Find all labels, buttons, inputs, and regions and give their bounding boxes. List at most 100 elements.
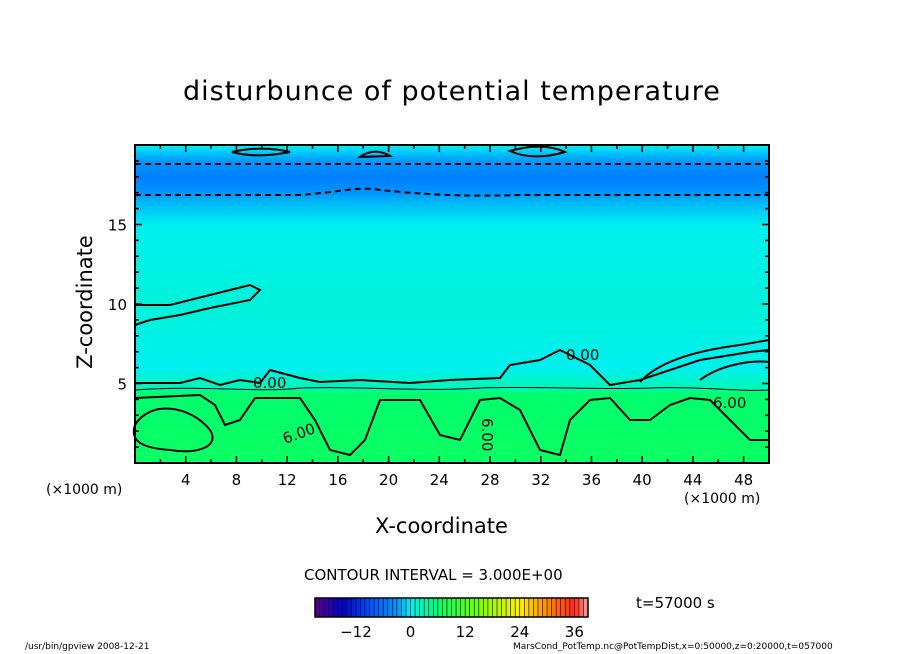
field-band xyxy=(135,308,769,311)
field-band xyxy=(135,324,769,327)
contour-neg3-line xyxy=(135,187,769,197)
colorbar-swatch xyxy=(337,598,343,617)
field-band xyxy=(135,249,769,253)
colorbar-swatch xyxy=(533,598,538,617)
x-tick-label: 44 xyxy=(683,471,702,489)
colorbar-tick-label: 36 xyxy=(565,623,584,641)
field-band xyxy=(135,448,769,451)
field-band xyxy=(135,400,769,404)
field-band xyxy=(135,229,769,232)
y-units-label: (×1000 m) xyxy=(46,482,123,498)
colorbar-swatch xyxy=(401,598,406,617)
contour-0-line xyxy=(639,339,770,383)
field-band xyxy=(135,429,769,432)
colorbar-swatch xyxy=(551,598,557,617)
field-band xyxy=(135,315,769,318)
footer-right: MarsCond_PotTemp.nc@PotTempDist,x=0:5000… xyxy=(513,642,833,652)
field-band xyxy=(135,186,769,189)
field-band xyxy=(135,148,769,151)
colorbar-swatch xyxy=(315,598,320,617)
contour-3-line xyxy=(134,386,770,391)
field-band xyxy=(135,453,769,456)
field-band xyxy=(135,179,769,183)
field-band xyxy=(135,235,769,238)
field-band xyxy=(135,164,769,167)
colorbar-swatch xyxy=(565,598,570,617)
colorbar-swatch xyxy=(360,598,366,617)
field-band xyxy=(135,157,769,160)
colorbar-swatch xyxy=(406,598,411,617)
field-band xyxy=(135,373,769,377)
field-band xyxy=(135,291,769,294)
colorbar-swatch xyxy=(456,598,461,617)
field-band xyxy=(135,383,769,386)
field-band xyxy=(135,281,769,284)
field-band xyxy=(135,345,769,348)
field-band xyxy=(135,248,769,251)
field-band xyxy=(135,227,769,230)
field-band xyxy=(135,300,769,304)
colorbar-tick-label: 12 xyxy=(456,623,475,641)
field-band xyxy=(135,442,769,445)
field-band xyxy=(135,381,769,385)
field-band xyxy=(135,286,769,289)
field-band xyxy=(135,232,769,235)
colorbar-swatch xyxy=(442,598,447,617)
field-band xyxy=(135,421,769,424)
field-band xyxy=(135,323,769,326)
field-band xyxy=(135,214,769,218)
field-band xyxy=(135,267,769,270)
y-tick-label: 5 xyxy=(117,376,127,394)
colorbar-frame xyxy=(314,597,589,618)
contour-0-line xyxy=(231,145,568,159)
field-band xyxy=(135,305,769,308)
field-band xyxy=(135,226,769,229)
x-tick-label: 20 xyxy=(379,471,398,489)
field-band xyxy=(135,428,769,431)
field-band xyxy=(135,439,769,442)
field-band xyxy=(135,431,769,434)
field-band xyxy=(135,283,769,286)
x-units-label: (×1000 m) xyxy=(684,491,761,507)
colorbar-swatch xyxy=(387,598,393,617)
colorbar-swatch xyxy=(465,598,470,617)
field-band xyxy=(135,432,769,435)
colorbar-swatch xyxy=(374,598,379,617)
field-band xyxy=(135,145,769,148)
colorbar-swatch xyxy=(433,598,438,617)
contour-interval-label: CONTOUR INTERVAL = 3.000E+00 xyxy=(304,566,563,584)
contour-0-line xyxy=(134,283,262,326)
field-band xyxy=(135,331,769,334)
contour-label: 6.00 xyxy=(713,394,746,412)
colorbar-swatch xyxy=(451,598,457,617)
colorbar-swatch xyxy=(351,598,356,617)
field-band xyxy=(135,187,769,191)
field-band xyxy=(135,194,769,197)
field-band xyxy=(135,407,769,410)
colorbar-swatch xyxy=(369,598,375,617)
field-band xyxy=(135,447,769,450)
field-band xyxy=(135,361,769,364)
field-band xyxy=(135,178,769,181)
field-band xyxy=(135,199,769,202)
colorbar-tick-label: 0 xyxy=(406,623,416,641)
colorbar-swatch xyxy=(396,598,402,617)
colorbar-swatch xyxy=(437,598,443,617)
colorbar-swatch xyxy=(383,598,388,617)
x-axis-label: X-coordinate xyxy=(375,514,508,538)
field-band xyxy=(135,168,769,172)
field-band xyxy=(135,367,769,370)
field-band xyxy=(135,316,769,319)
field-band xyxy=(135,246,769,249)
field-band xyxy=(135,337,769,340)
x-tick-label: 8 xyxy=(232,471,242,489)
colorbar-swatch xyxy=(460,598,466,617)
field-band xyxy=(135,353,769,356)
x-tick-label: 36 xyxy=(582,471,601,489)
field-band xyxy=(135,399,769,402)
colorbar-swatch xyxy=(428,598,434,617)
colorbar-swatch xyxy=(560,598,566,617)
field-band xyxy=(135,237,769,240)
field-band xyxy=(135,230,769,234)
x-tick-label: 28 xyxy=(480,471,499,489)
